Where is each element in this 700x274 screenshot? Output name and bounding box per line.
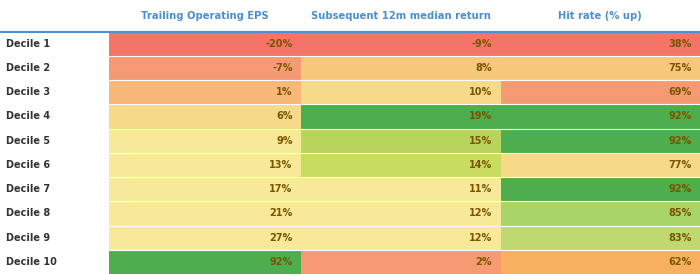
Text: Decile 10: Decile 10	[6, 257, 57, 267]
Bar	[108, 104, 301, 129]
Bar	[0, 250, 108, 274]
Text: Decile 6: Decile 6	[6, 160, 50, 170]
Text: 21%: 21%	[270, 209, 293, 218]
Text: 85%: 85%	[668, 209, 692, 218]
Bar	[108, 129, 301, 153]
Bar	[0, 32, 108, 56]
Text: 19%: 19%	[469, 112, 492, 121]
Text: 15%: 15%	[469, 136, 492, 145]
Text: 1%: 1%	[276, 87, 293, 97]
Text: 10%: 10%	[469, 87, 492, 97]
Text: Trailing Operating EPS: Trailing Operating EPS	[141, 11, 269, 21]
Text: 92%: 92%	[668, 136, 692, 145]
Text: 83%: 83%	[668, 233, 692, 242]
Bar	[500, 226, 700, 250]
Text: 17%: 17%	[270, 184, 293, 194]
Bar	[0, 153, 108, 177]
Text: Decile 5: Decile 5	[6, 136, 50, 145]
Bar	[0, 104, 108, 129]
Bar	[108, 80, 301, 104]
Text: 92%: 92%	[668, 184, 692, 194]
Bar	[301, 104, 500, 129]
Text: 6%: 6%	[276, 112, 293, 121]
Text: Decile 8: Decile 8	[6, 209, 50, 218]
Bar	[500, 56, 700, 80]
Bar	[301, 0, 500, 32]
Text: 2%: 2%	[475, 257, 492, 267]
Bar	[500, 129, 700, 153]
Bar	[0, 177, 108, 201]
Text: 62%: 62%	[668, 257, 692, 267]
Text: 8%: 8%	[475, 63, 492, 73]
Bar	[108, 250, 301, 274]
Bar	[500, 201, 700, 226]
Bar	[301, 250, 500, 274]
Text: 27%: 27%	[270, 233, 293, 242]
Bar	[500, 32, 700, 56]
Text: -9%: -9%	[472, 39, 492, 48]
Text: -20%: -20%	[265, 39, 293, 48]
Bar	[500, 177, 700, 201]
Bar	[500, 0, 700, 32]
Text: 13%: 13%	[270, 160, 293, 170]
Text: 9%: 9%	[276, 136, 293, 145]
Text: 14%: 14%	[469, 160, 492, 170]
Text: Decile 9: Decile 9	[6, 233, 50, 242]
Bar	[301, 177, 500, 201]
Text: 75%: 75%	[668, 63, 692, 73]
Bar	[0, 129, 108, 153]
Bar	[500, 104, 700, 129]
Text: Hit rate (% up): Hit rate (% up)	[559, 11, 642, 21]
Text: Decile 2: Decile 2	[6, 63, 50, 73]
Bar	[108, 153, 301, 177]
Bar	[301, 226, 500, 250]
Text: Decile 7: Decile 7	[6, 184, 50, 194]
Bar	[500, 80, 700, 104]
Bar	[301, 201, 500, 226]
Text: Subsequent 12m median return: Subsequent 12m median return	[311, 11, 491, 21]
Bar	[108, 0, 301, 32]
Bar	[108, 56, 301, 80]
Text: 77%: 77%	[668, 160, 692, 170]
Text: 12%: 12%	[469, 233, 492, 242]
Bar	[0, 80, 108, 104]
Bar	[108, 32, 301, 56]
Bar	[301, 56, 500, 80]
Text: 92%: 92%	[668, 112, 692, 121]
Text: 11%: 11%	[469, 184, 492, 194]
Bar	[0, 0, 108, 32]
Text: 69%: 69%	[668, 87, 692, 97]
Text: 92%: 92%	[270, 257, 293, 267]
Text: 12%: 12%	[469, 209, 492, 218]
Bar	[301, 32, 500, 56]
Bar	[108, 226, 301, 250]
Bar	[301, 153, 500, 177]
Text: Decile 3: Decile 3	[6, 87, 50, 97]
Bar	[301, 80, 500, 104]
Bar	[108, 177, 301, 201]
Bar	[0, 56, 108, 80]
Text: -7%: -7%	[272, 63, 293, 73]
Text: 38%: 38%	[668, 39, 692, 48]
Bar	[500, 250, 700, 274]
Bar	[108, 201, 301, 226]
Bar	[0, 201, 108, 226]
Text: Decile 1: Decile 1	[6, 39, 50, 48]
Bar	[0, 226, 108, 250]
Bar	[301, 129, 500, 153]
Bar	[500, 153, 700, 177]
Text: Decile 4: Decile 4	[6, 112, 50, 121]
